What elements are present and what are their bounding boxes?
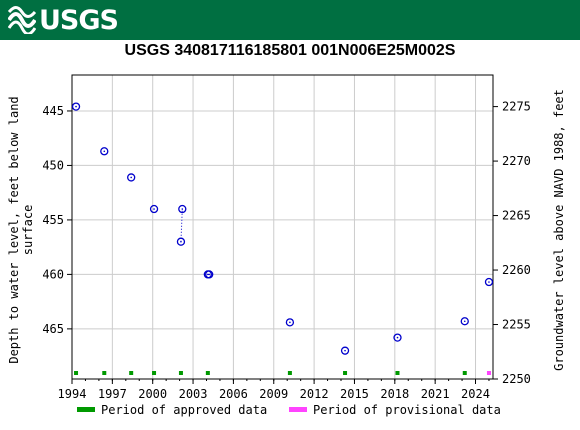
x-tick-label: 2003 [179,387,208,401]
right-y-tick-label: 2255 [502,318,531,332]
data-point [393,333,402,342]
left-y-tick-label: 460 [42,267,64,281]
right-y-axis-ticks: 2250 2255 2260 2265 2270 2275 [493,100,531,386]
data-point-center [181,208,184,210]
data-point [205,270,214,279]
chart-grid [71,75,493,379]
provisional-period-marker [486,371,491,375]
period-markers [74,371,491,375]
data-point-center [396,336,399,339]
data-point-center [180,240,182,243]
left-y-tick-label: 455 [42,213,64,227]
data-point-center [130,176,132,179]
data-point-center [344,349,346,352]
data-point-center [289,321,291,324]
legend-approved-label: Period of approved data [101,403,267,417]
data-point [71,102,81,111]
approved-period-marker [287,371,292,375]
data-point [100,147,109,156]
approved-period-marker [462,371,467,375]
x-tick-label: 2009 [259,387,288,401]
x-axis-ticks: 1994 1997 2000 2003 2006 2009 2012 2015 2018 2021… [58,379,490,401]
approved-period-marker [205,371,210,375]
x-tick-label: 2000 [138,387,167,401]
right-y-tick-label: 2270 [502,154,531,168]
left-y-tick-label: 445 [42,104,64,118]
data-point-center [488,281,490,283]
x-tick-label: 2012 [300,387,329,401]
approved-period-marker [178,371,183,375]
data-point [149,204,159,214]
data-point [127,173,136,182]
right-y-axis-label: Groundwater level above NAVD 1988, feet [552,89,566,371]
right-y-tick-label: 2275 [502,100,531,114]
usgs-wave-icon [8,6,36,34]
x-tick-label: 2021 [421,387,450,401]
x-tick-label: 2018 [380,387,409,401]
data-point-center [207,273,209,276]
x-tick-label: 2006 [219,387,248,401]
legend-provisional-label: Period of provisional data [313,403,501,417]
legend-approved-swatch [77,407,95,412]
approved-period-marker [152,371,157,375]
usgs-logo[interactable]: USGS [8,4,119,36]
x-tick-label: 2024 [461,387,490,401]
usgs-logo-text: USGS [39,4,119,36]
right-y-tick-label: 2265 [502,209,531,223]
right-y-tick-label: 2250 [502,372,531,386]
x-tick-label: 1994 [58,387,87,401]
data-point-center [75,105,77,108]
chart-legend: Period of approved data Period of provisi… [77,403,501,417]
right-y-tick-label: 2260 [502,263,531,277]
data-point [176,237,186,246]
approved-period-marker [343,371,348,375]
left-y-axis-label-line2: surface [21,205,35,256]
data-point [484,277,494,287]
left-y-tick-label: 465 [42,322,64,336]
data-point [460,317,469,326]
x-tick-label: 1997 [98,387,127,401]
left-y-axis-label-line1: Depth to water level, feet below land [7,96,21,363]
data-points [71,102,494,355]
series-dotted-link [180,209,183,242]
usgs-banner: USGS [0,0,580,40]
data-point-center [208,273,210,276]
x-tick-label: 2015 [340,387,369,401]
approved-period-marker [395,371,400,375]
plot-frame [71,74,494,380]
approved-period-marker [129,371,134,375]
approved-period-marker [74,371,79,375]
data-point [178,204,187,214]
data-point [340,346,350,355]
left-y-tick-label: 450 [42,158,64,172]
approved-period-marker [102,371,107,375]
legend-provisional-swatch [289,407,307,412]
left-y-axis-ticks: 445 450 455 460 465 [42,104,72,336]
chart-title: USGS 340817116185801 001N006E25M002S [124,42,456,59]
data-point-center [103,150,106,153]
data-point [285,318,295,327]
data-point-center [463,320,466,323]
data-point-center [153,208,155,210]
